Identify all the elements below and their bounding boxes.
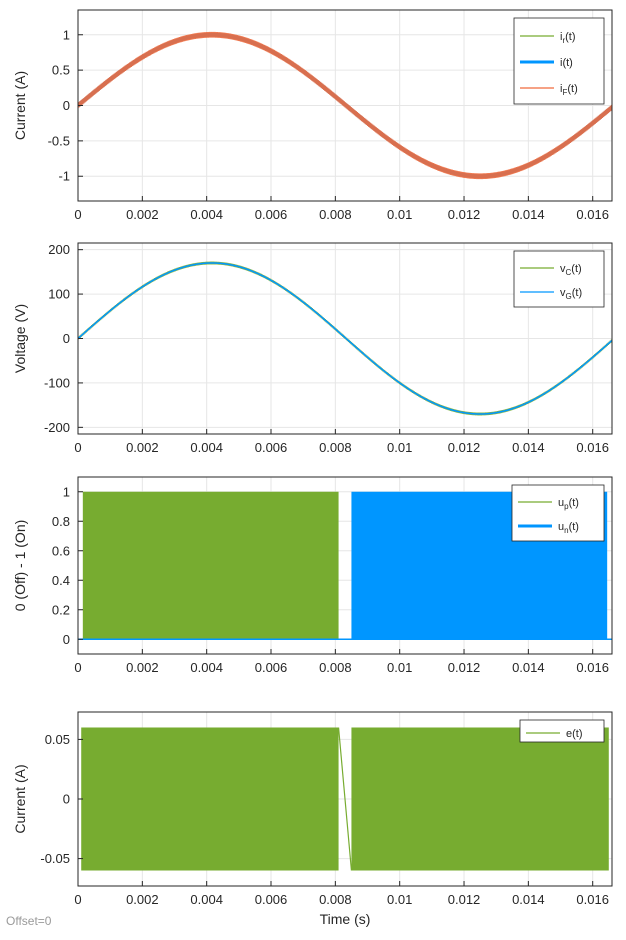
y-tick-label: 1: [63, 484, 70, 499]
legend-entry-ir: ir(t): [560, 31, 576, 45]
series-group: [78, 261, 612, 416]
y-tick-label: -0.05: [40, 851, 70, 866]
x-tick-label: 0.01: [387, 892, 412, 907]
x-tick-label: 0: [74, 660, 81, 675]
y-axis-label: 0 (Off) - 1 (On): [12, 520, 28, 612]
legend-entry-vG: vG(t): [560, 287, 582, 301]
y-tick-label: -200: [44, 420, 70, 435]
legend-entry-un: un(t): [558, 521, 579, 535]
y-tick-label: 0.2: [52, 602, 70, 617]
legend-box: [513, 250, 605, 308]
current-plot: 0 0.002 0.004 0.006 0.008 0.01 0.012 0.014 0.016…: [12, 9, 613, 222]
legend-entry-iF: iF(t): [560, 83, 578, 97]
y-tick-label: 0.4: [52, 573, 70, 588]
series-e-line-right: [351, 727, 609, 871]
x-tick-label: 0.008: [319, 440, 352, 455]
series-group: [78, 31, 612, 180]
legend-box: [519, 719, 605, 743]
x-tick-label: 0.012: [448, 660, 481, 675]
legend-entry-vC: vC(t): [560, 263, 582, 277]
series-vG-line: [78, 262, 612, 415]
y-tick-label: 0: [63, 98, 70, 113]
legend: up(t) un(t): [511, 484, 605, 542]
x-tick-label: 0.014: [512, 440, 545, 455]
y-tick-label: 0.5: [52, 63, 70, 78]
legend-box: [513, 17, 605, 105]
error-plot: 0 0.002 0.004 0.006 0.008 0.01 0.012 0.014 0.016…: [12, 711, 613, 927]
x-tick-label: 0.004: [190, 207, 223, 222]
x-axis-label: Time (s): [320, 911, 371, 927]
y-tick-label: -100: [44, 375, 70, 390]
legend-entry-e: e(t): [566, 728, 583, 740]
x-tick-label: 0.002: [126, 207, 159, 222]
y-tick-label: -1: [58, 169, 70, 184]
x-tick-label: 0.006: [255, 892, 288, 907]
y-tick-label: 200: [48, 242, 70, 257]
series-e-line-left: [81, 727, 339, 871]
legend-entry-up: up(t): [558, 497, 579, 511]
x-tick-label: 0: [74, 440, 81, 455]
axes-frame: [77, 476, 613, 655]
switching-plot: 0 0.002 0.004 0.006 0.008 0.01 0.012 0.014 0.016…: [12, 476, 613, 675]
x-tick-label: 0.016: [576, 892, 609, 907]
x-tick-label: 0.014: [512, 207, 545, 222]
offset-label: Offset=0: [6, 914, 52, 928]
x-tick-label: 0.006: [255, 440, 288, 455]
x-tick-label: 0.014: [512, 660, 545, 675]
legend-entry-i: i(t): [560, 57, 573, 69]
legend-box: [511, 484, 605, 542]
y-tick-label: 0.05: [45, 732, 70, 747]
x-tick-label: 0.012: [448, 892, 481, 907]
voltage-plot: 0 0.002 0.004 0.006 0.008 0.01 0.012 0.014 0.016…: [12, 242, 613, 455]
x-tick-label: 0.008: [319, 660, 352, 675]
x-tick-label: 0.01: [387, 440, 412, 455]
x-tick-label: 0.008: [319, 207, 352, 222]
y-axis-label: Current (A): [12, 71, 28, 140]
y-tick-label: -0.5: [48, 133, 70, 148]
x-tick-label: 0: [74, 892, 81, 907]
x-tick-label: 0.006: [255, 207, 288, 222]
x-tick-label: 0.016: [576, 660, 609, 675]
x-tick-label: 0.012: [448, 440, 481, 455]
x-tick-label: 0.002: [126, 440, 159, 455]
x-tick-label: 0.014: [512, 892, 545, 907]
y-tick-label: 0.8: [52, 514, 70, 529]
x-tick-label: 0.002: [126, 892, 159, 907]
series-e-line-transition: [337, 727, 353, 871]
legend: vC(t) vG(t): [513, 250, 605, 308]
x-tick-label: 0.01: [387, 207, 412, 222]
x-tick-label: 0.004: [190, 892, 223, 907]
x-tick-label: 0: [74, 207, 81, 222]
x-tick-label: 0.006: [255, 660, 288, 675]
series-iF-line: [78, 31, 612, 180]
x-tick-label: 0.016: [576, 440, 609, 455]
series-group: [81, 727, 609, 871]
y-tick-label: 100: [48, 287, 70, 302]
legend: e(t): [519, 719, 605, 743]
x-tick-label: 0.016: [576, 207, 609, 222]
x-tick-label: 0.004: [190, 660, 223, 675]
y-axis-label: Current (A): [12, 764, 28, 833]
y-tick-label: 0.6: [52, 543, 70, 558]
x-tick-label: 0.012: [448, 207, 481, 222]
x-tick-label: 0.004: [190, 440, 223, 455]
y-axis-label: Voltage (V): [12, 304, 28, 373]
series-vC-line: [78, 261, 612, 416]
y-tick-label: 0: [63, 792, 70, 807]
x-tick-label: 0.01: [387, 660, 412, 675]
legend: ir(t) i(t) iF(t): [513, 17, 605, 105]
y-tick-label: 1: [63, 27, 70, 42]
y-tick-label: 0: [63, 632, 70, 647]
y-tick-label: 0: [63, 331, 70, 346]
x-tick-label: 0.002: [126, 660, 159, 675]
x-tick-label: 0.008: [319, 892, 352, 907]
series-up-line: [82, 491, 339, 640]
